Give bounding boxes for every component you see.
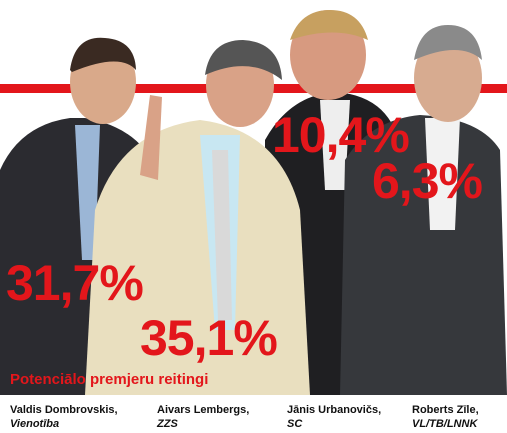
candidate-party: SC bbox=[287, 418, 303, 430]
candidate-party: VL/TB/LNNK bbox=[412, 418, 478, 430]
candidate-party: Vienotība bbox=[10, 418, 59, 430]
title: Potenciālo premjeru reitingi bbox=[10, 371, 208, 388]
candidate-party: ZZS bbox=[156, 418, 178, 430]
candidate-name: Jānis Urbanovičs, bbox=[287, 404, 381, 416]
rating: 31,7% bbox=[6, 255, 143, 311]
photo-zile bbox=[340, 25, 507, 395]
rating: 6,3% bbox=[372, 153, 483, 209]
candidate-name: Roberts Zīle, bbox=[412, 404, 479, 416]
rating: 35,1% bbox=[140, 310, 277, 366]
candidate-name: Valdis Dombrovskis, bbox=[10, 404, 118, 416]
rating: 10,4% bbox=[272, 107, 409, 163]
caption-strip bbox=[0, 395, 507, 433]
candidate-name: Aivars Lembergs, bbox=[157, 404, 249, 416]
photo-lembergs bbox=[85, 40, 310, 395]
